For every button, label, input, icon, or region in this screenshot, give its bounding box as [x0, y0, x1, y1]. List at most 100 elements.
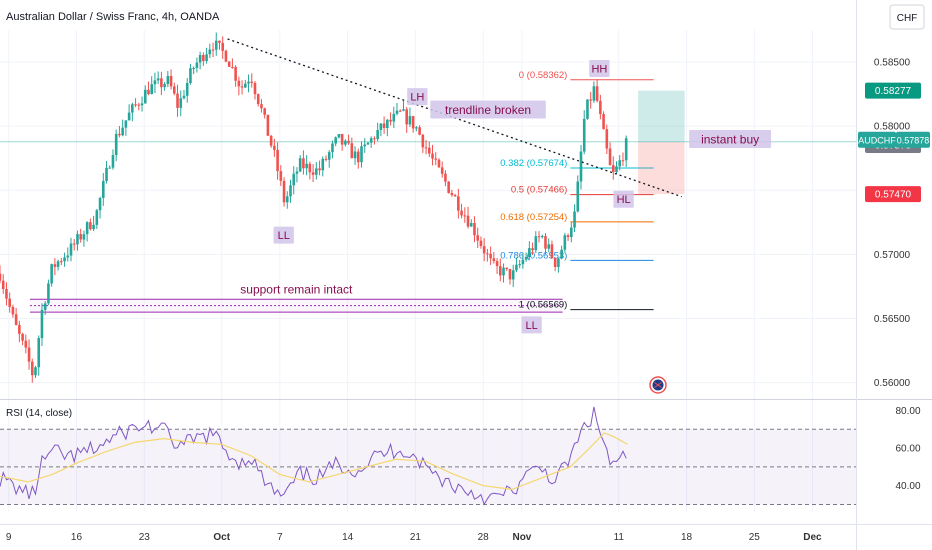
price-tick-label: 0.56000 — [874, 378, 911, 389]
candle-body — [34, 367, 37, 376]
time-tick-label: 21 — [410, 532, 422, 543]
candle-body — [72, 243, 76, 245]
candle-body — [440, 167, 444, 174]
candle-body — [324, 158, 328, 160]
time-tick-label: 16 — [71, 532, 83, 543]
candle-body — [256, 94, 260, 105]
candle-body — [434, 158, 438, 160]
candle-body — [579, 151, 583, 182]
candle-body — [66, 255, 70, 258]
candle-body — [582, 118, 586, 152]
time-tick-label: 11 — [614, 532, 625, 543]
candle-body — [250, 81, 254, 83]
candle-body — [111, 154, 115, 168]
candle-body — [27, 347, 31, 362]
candle-body — [40, 309, 44, 339]
candle-body — [244, 83, 247, 88]
candle-body — [469, 222, 473, 227]
candle-body — [453, 195, 457, 197]
candle-body — [531, 248, 534, 251]
time-tick-label: Nov — [512, 532, 531, 543]
candle-body — [202, 55, 205, 62]
candle-body — [105, 167, 108, 182]
candle-body — [237, 80, 241, 87]
annotation-label[interactable]: HL — [617, 194, 631, 206]
candle-body — [189, 68, 192, 84]
candle-body — [528, 248, 531, 257]
candle-body — [550, 244, 554, 258]
annotation-label[interactable]: instant buy — [701, 132, 759, 146]
candle-body — [227, 61, 231, 67]
candle-body — [273, 145, 276, 150]
australia-flag-icon[interactable] — [649, 376, 667, 394]
candle-body — [479, 240, 483, 247]
annotation-label[interactable]: HH — [591, 63, 607, 75]
annotation-label[interactable]: LH — [410, 92, 424, 104]
candle-body — [586, 99, 589, 119]
support-label[interactable]: support remain intact — [240, 282, 353, 296]
price-badge-label: 0.58277 — [875, 86, 912, 97]
candle-body — [395, 110, 399, 114]
candle-body — [499, 266, 502, 276]
annotation-label[interactable]: LL — [278, 230, 290, 242]
candle-body — [311, 172, 315, 175]
candle-body — [208, 49, 212, 55]
candle-body — [101, 181, 105, 198]
candle-body — [198, 55, 202, 63]
annotations[interactable]: LH LL trendline broken HH HL LL instant buy — [273, 59, 772, 334]
rsi-tick-label: 40.00 — [895, 481, 920, 492]
rsi-tick-label: 60.00 — [895, 444, 920, 455]
candle-body — [285, 196, 289, 203]
time-tick-label: 14 — [342, 532, 354, 543]
candle-body — [211, 49, 215, 51]
long-position-tool[interactable] — [0, 90, 856, 195]
currency-button[interactable]: CHF — [889, 4, 925, 30]
price-tick-label: 0.58000 — [874, 122, 911, 133]
time-tick-label: 18 — [681, 532, 693, 543]
candle-body — [515, 264, 518, 271]
candle-body — [457, 196, 460, 211]
candle-body — [489, 253, 492, 259]
rsi-line — [0, 406, 627, 506]
candle-body — [114, 133, 118, 155]
candle-body — [124, 120, 128, 128]
candle-body — [331, 143, 334, 153]
candle-body — [143, 89, 147, 104]
candle-body — [169, 76, 173, 87]
candle-body — [495, 261, 499, 267]
candle-body — [156, 78, 160, 81]
price-tick-label: 0.58500 — [874, 58, 911, 69]
candle-body — [537, 236, 541, 238]
candle-body — [602, 114, 605, 130]
candle-body — [524, 256, 528, 260]
candle-body — [11, 306, 15, 315]
time-tick-label: 9 — [6, 532, 12, 543]
candle-body — [340, 134, 344, 145]
candle-body — [482, 246, 486, 254]
candle-body — [302, 158, 305, 169]
candle-body — [540, 236, 544, 238]
candle-body — [615, 166, 618, 173]
time-tick-label: 28 — [478, 532, 490, 543]
price-badge-label: 0.57470 — [875, 190, 912, 201]
time-tick-label: Dec — [803, 532, 822, 543]
fib-level-label: 1 (0.56569) — [519, 300, 568, 311]
candle-body — [240, 86, 244, 88]
candle-body — [405, 109, 408, 125]
candle-body — [205, 54, 208, 62]
candle-body — [611, 165, 615, 173]
annotation-label[interactable]: trendline broken — [445, 103, 531, 117]
symbol-badge — [858, 131, 896, 148]
candle-body — [431, 153, 434, 159]
candle-body — [176, 93, 179, 108]
fibonacci-retracement[interactable]: 0 (0.58362) 0.382 (0.57674) 0.5 (0.57466) 0… — [500, 70, 654, 311]
candle-body — [560, 249, 563, 259]
candle-body — [518, 264, 521, 266]
candle-body — [315, 168, 318, 175]
candle-body — [418, 127, 421, 135]
fib-level-label: 0.618 (0.57254) — [500, 212, 567, 223]
candle-body — [427, 147, 431, 154]
annotation-label[interactable]: LL — [525, 320, 537, 332]
candle-body — [347, 140, 350, 144]
